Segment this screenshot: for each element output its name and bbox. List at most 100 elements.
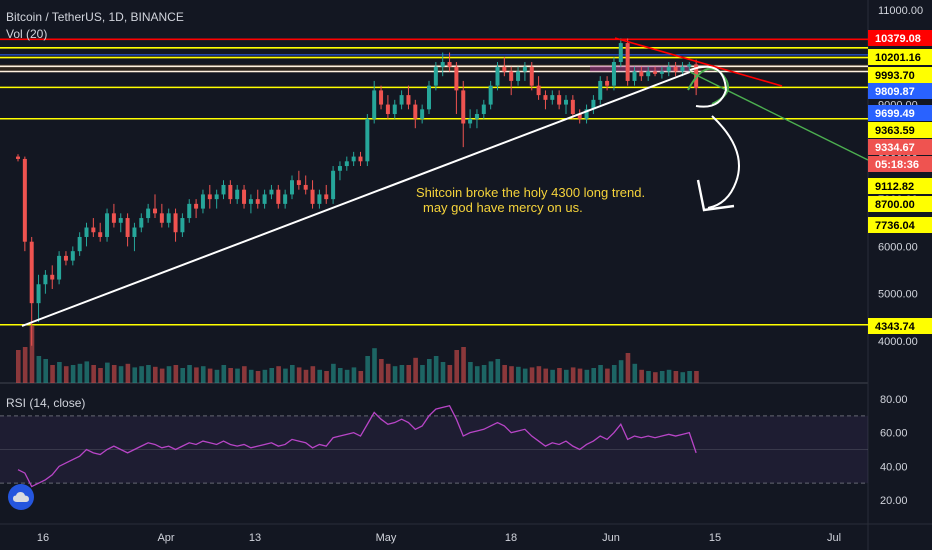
candle bbox=[194, 199, 199, 219]
candle bbox=[50, 265, 55, 289]
price-tag-bg bbox=[868, 49, 932, 65]
volume-bar bbox=[502, 365, 507, 383]
candle-body bbox=[207, 194, 212, 200]
volume-bar bbox=[413, 357, 418, 383]
candle bbox=[406, 85, 411, 110]
price-tag: 10379.08 bbox=[868, 30, 932, 46]
candle-body bbox=[91, 227, 96, 233]
price-tag-bg bbox=[868, 122, 932, 138]
candle-body bbox=[296, 180, 301, 185]
candle bbox=[29, 236, 34, 346]
volume-bar bbox=[447, 365, 453, 383]
candle-body bbox=[646, 71, 651, 77]
volume-bar bbox=[159, 368, 165, 383]
candle bbox=[337, 161, 342, 181]
candle bbox=[474, 109, 479, 129]
candle-body bbox=[379, 90, 384, 105]
candle-body bbox=[420, 109, 425, 119]
candle bbox=[166, 208, 171, 228]
price-tag-bg bbox=[868, 105, 932, 121]
candle bbox=[111, 203, 116, 228]
price-tag-label: 9363.59 bbox=[875, 125, 915, 137]
volume-bar bbox=[98, 368, 103, 383]
candle bbox=[427, 80, 431, 115]
candle bbox=[399, 90, 404, 110]
volume-bar bbox=[269, 368, 275, 383]
candle-body bbox=[303, 184, 308, 190]
candle-body bbox=[564, 99, 568, 105]
volume-bar bbox=[235, 368, 240, 383]
candle bbox=[564, 95, 568, 115]
volume-bar bbox=[427, 359, 432, 383]
candle-body bbox=[543, 95, 548, 100]
candle bbox=[632, 66, 637, 86]
candle bbox=[248, 194, 253, 214]
candle-body bbox=[283, 194, 288, 204]
candle-body bbox=[536, 85, 541, 96]
volume-bar bbox=[618, 360, 624, 383]
price-tag: 9334.67 bbox=[868, 139, 932, 155]
rsi-indicator-label[interactable]: RSI (14, close) bbox=[6, 396, 86, 410]
volume-bar bbox=[379, 359, 384, 383]
candle bbox=[385, 95, 390, 119]
candle bbox=[509, 66, 514, 96]
price-tag: 4343.74 bbox=[868, 318, 932, 334]
volume-bar bbox=[639, 369, 644, 383]
volume-bar bbox=[29, 326, 35, 383]
candle bbox=[584, 104, 589, 124]
volume-bar bbox=[283, 368, 288, 383]
candle bbox=[625, 38, 630, 86]
candle-body bbox=[98, 232, 103, 237]
candle bbox=[392, 99, 397, 119]
candle-body bbox=[63, 255, 68, 261]
volume-bar bbox=[420, 365, 425, 383]
volume-bar bbox=[495, 359, 501, 383]
volume-bar bbox=[91, 365, 96, 383]
volume-indicator-label[interactable]: Vol (20) bbox=[6, 27, 48, 41]
candle bbox=[468, 109, 473, 129]
volume-bar bbox=[659, 371, 665, 383]
volume-bar bbox=[36, 356, 42, 383]
candle bbox=[276, 184, 281, 209]
candle-body bbox=[461, 90, 466, 124]
price-tag-label: 9993.70 bbox=[875, 70, 915, 82]
symbol-title[interactable]: Bitcoin / TetherUS, 1D, BINANCE bbox=[6, 10, 184, 24]
candle-body bbox=[680, 66, 685, 72]
consolidation-zone bbox=[590, 65, 690, 72]
price-tag: 9699.49 bbox=[868, 105, 932, 121]
volume-bar bbox=[200, 366, 206, 383]
volume-bar bbox=[488, 361, 494, 383]
candle bbox=[529, 62, 534, 91]
candle-body bbox=[331, 170, 336, 200]
candle-body bbox=[522, 66, 527, 72]
candle bbox=[105, 208, 110, 242]
candle bbox=[351, 151, 356, 167]
price-tag: 9363.59 bbox=[868, 122, 932, 138]
candle-series bbox=[16, 38, 699, 346]
candle-body bbox=[625, 43, 630, 81]
volume-bar bbox=[43, 359, 48, 383]
white-circle-marker bbox=[689, 65, 728, 108]
volume-bar bbox=[392, 366, 398, 383]
candle-body bbox=[221, 184, 226, 195]
candle bbox=[118, 213, 123, 233]
volume-bar bbox=[111, 365, 117, 383]
candle bbox=[125, 213, 130, 247]
candle bbox=[591, 95, 596, 115]
volume-bar bbox=[509, 366, 514, 383]
volume-bar bbox=[543, 368, 549, 383]
rsi-tick-label: 20.00 bbox=[880, 495, 908, 507]
volume-bar bbox=[248, 369, 254, 383]
volume-bar bbox=[605, 368, 610, 383]
candle bbox=[673, 62, 678, 77]
candle bbox=[618, 38, 623, 67]
volume-bar bbox=[454, 350, 459, 383]
candle-body bbox=[406, 95, 411, 105]
tradingview-logo-icon[interactable] bbox=[8, 484, 34, 510]
volume-bar bbox=[63, 366, 69, 383]
candle-body bbox=[427, 85, 431, 110]
rsi-tick-label: 80.00 bbox=[880, 394, 908, 406]
volume-bar bbox=[344, 369, 350, 383]
arrow-curve bbox=[707, 115, 740, 209]
